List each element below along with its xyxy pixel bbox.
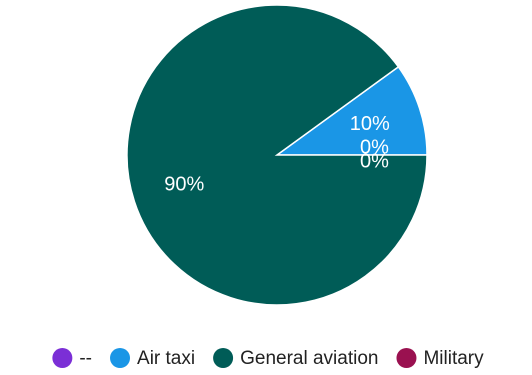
slice-label: 0% <box>360 150 389 172</box>
legend-swatch <box>396 348 417 368</box>
legend: -- Air taxi General aviation Military <box>52 348 484 369</box>
legend-swatch <box>213 348 234 368</box>
legend-swatch <box>110 348 131 368</box>
slice-label: 0% <box>360 136 389 158</box>
legend-text: General aviation <box>240 348 378 369</box>
legend-swatch <box>52 348 73 368</box>
pie-slice <box>126 4 428 306</box>
legend-text: -- <box>79 348 92 369</box>
slice-label: 10% <box>350 113 390 135</box>
legend-text: Air taxi <box>137 348 195 369</box>
slice-label: 90% <box>164 173 204 195</box>
pie-slice <box>274 65 428 156</box>
legend-text: Military <box>423 348 484 369</box>
